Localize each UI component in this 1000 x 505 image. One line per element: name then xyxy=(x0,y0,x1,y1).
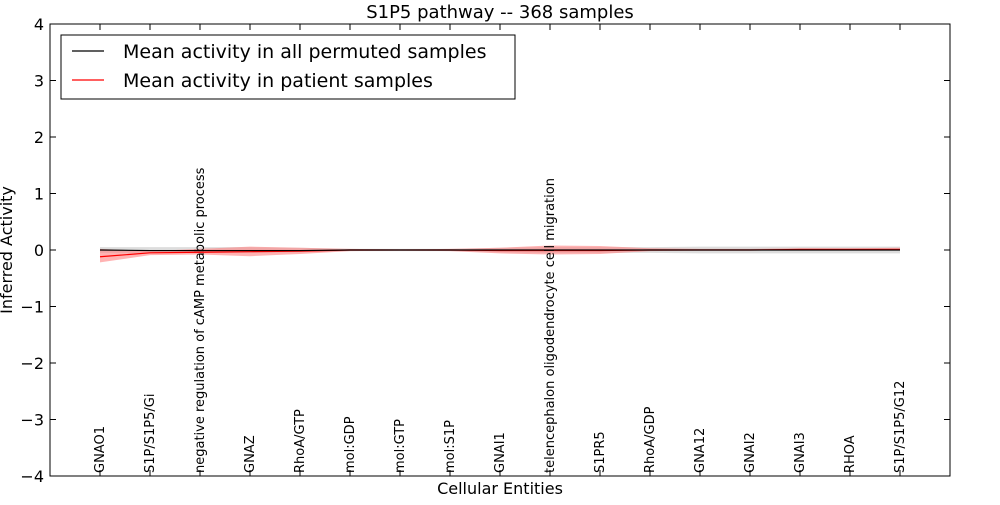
x-tick-label: RhoA/GDP xyxy=(643,406,658,473)
x-tick-label: GNAZ xyxy=(243,435,258,473)
x-tick-label: S1PR5 xyxy=(593,431,608,473)
y-tick-label: 3 xyxy=(34,72,44,91)
y-tick-label: −2 xyxy=(20,354,44,373)
legend: Mean activity in all permuted samples Me… xyxy=(60,34,516,100)
y-tick-label: 4 xyxy=(34,15,44,34)
x-tick-label: mol:S1P xyxy=(443,420,458,473)
x-axis: GNAO1 S1P/S1P5/Gi negative regulation of c… xyxy=(93,24,908,476)
x-axis-label: Cellular Entities xyxy=(437,479,563,498)
x-tick-label: negative regulation of cAMP metabolic pr… xyxy=(193,167,208,473)
y-axis-label: Inferred Activity xyxy=(0,186,16,314)
x-tick-label: mol:GDP xyxy=(343,416,358,473)
x-tick-label: GNAI1 xyxy=(493,432,508,473)
confidence-bands xyxy=(100,245,900,263)
x-tick-label: S1P/S1P5/G12 xyxy=(893,381,908,473)
x-tick-label: GNAO1 xyxy=(93,426,108,473)
x-tick-label: GNAI2 xyxy=(743,432,758,473)
x-tick-label: RhoA/GTP xyxy=(293,409,308,473)
legend-box xyxy=(60,34,516,100)
permuted-mean-line xyxy=(99,249,900,252)
y-axis: 4 3 2 1 0 −1 −2 −3 −4 xyxy=(20,15,950,486)
legend-label-patient: Mean activity in patient samples xyxy=(123,70,433,92)
series-lines xyxy=(99,248,900,258)
x-tick-label: telencephalon oligodendrocyte cell migra… xyxy=(543,178,558,473)
y-tick-label: 2 xyxy=(34,128,44,147)
x-tick-label: GNAI3 xyxy=(793,432,808,473)
x-tick-label: mol:GTP xyxy=(393,419,408,473)
x-tick-label: S1P/S1P5/Gi xyxy=(143,394,158,473)
y-tick-label: −3 xyxy=(20,411,44,430)
y-tick-label: 0 xyxy=(34,241,44,260)
y-tick-label: 1 xyxy=(34,185,44,204)
y-tick-label: −4 xyxy=(20,467,44,486)
x-tick-label: RHOA xyxy=(843,435,858,473)
legend-label-permuted: Mean activity in all permuted samples xyxy=(123,41,486,63)
chart-title: S1P5 pathway -- 368 samples xyxy=(366,2,634,23)
y-tick-label: −1 xyxy=(20,298,44,317)
x-tick-label: GNA12 xyxy=(693,428,708,473)
